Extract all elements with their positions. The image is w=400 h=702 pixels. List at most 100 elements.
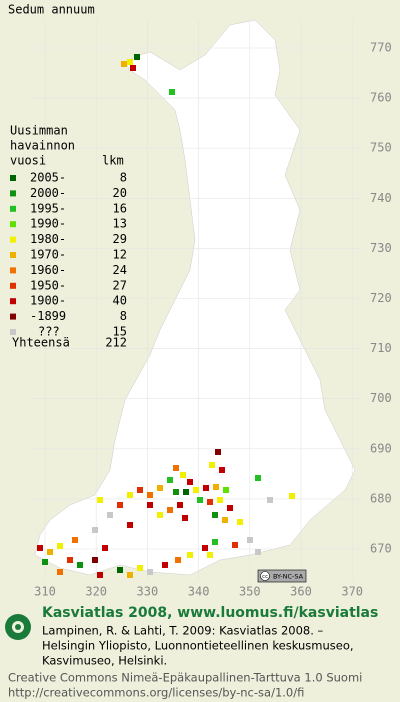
- citation-line: Lampinen, R. & Lahti, T. 2009: Kasviatla…: [42, 624, 324, 638]
- record-square: [187, 479, 193, 485]
- record-square: [130, 65, 136, 71]
- y-tick-label: 750: [370, 141, 392, 155]
- x-tick-label: 310: [34, 585, 56, 599]
- record-square: [209, 462, 215, 468]
- record-square: [247, 537, 253, 543]
- legend-label: -1899: [30, 309, 66, 323]
- x-tick-label: 370: [341, 585, 363, 599]
- record-square: [177, 502, 183, 508]
- y-tick-label: 730: [370, 241, 392, 255]
- legend-swatch: [10, 252, 16, 258]
- y-tick-label: 710: [370, 341, 392, 355]
- legend-count: 29: [113, 232, 127, 246]
- record-square: [92, 557, 98, 563]
- record-square: [289, 493, 295, 499]
- legend-heading: vuosi: [10, 154, 46, 168]
- record-square: [219, 467, 225, 473]
- record-square: [173, 465, 179, 471]
- y-tick-label: 720: [370, 291, 392, 305]
- record-square: [207, 552, 213, 558]
- record-square: [57, 569, 63, 575]
- record-square: [92, 527, 98, 533]
- record-square: [217, 497, 223, 503]
- x-tick-label: 330: [137, 585, 159, 599]
- legend-label: 1950-: [30, 278, 66, 292]
- y-tick-label: 700: [370, 391, 392, 405]
- license-line: Creative Commons Nimeä-Epäkaupallinen-Ta…: [8, 671, 362, 685]
- legend-swatch: [10, 236, 16, 243]
- license-badge: cc BY-NC-SA: [257, 569, 307, 583]
- record-square: [127, 59, 133, 65]
- y-tick-label: 680: [370, 491, 392, 505]
- citation-line: Kasvimuseo, Helsinki.: [42, 654, 167, 668]
- record-square: [180, 472, 186, 478]
- record-square: [232, 542, 238, 548]
- record-square: [121, 61, 127, 67]
- record-square: [102, 545, 108, 551]
- record-square: [97, 497, 103, 503]
- record-square: [147, 492, 153, 498]
- legend-count: 24: [113, 263, 127, 277]
- legend-swatch: [10, 221, 16, 228]
- legend-count: 20: [113, 186, 127, 200]
- legend-count: 15: [113, 325, 127, 339]
- legend-count: 40: [113, 294, 127, 308]
- legend-label: ???: [38, 325, 60, 339]
- record-square: [255, 549, 261, 555]
- record-square: [213, 484, 219, 490]
- legend-count: 12: [113, 248, 127, 262]
- record-square: [212, 512, 218, 518]
- finland-outline: [34, 19, 356, 576]
- record-square: [107, 512, 113, 518]
- record-square: [127, 572, 133, 578]
- record-square: [167, 507, 173, 513]
- record-square: [267, 497, 273, 503]
- record-layer: [37, 54, 295, 578]
- legend-label: 1970-: [30, 248, 66, 262]
- legend-total: 212: [105, 336, 127, 350]
- legend-label: 1960-: [30, 263, 66, 277]
- legend-count: 16: [113, 201, 127, 215]
- record-square: [203, 485, 209, 491]
- record-square: [117, 567, 123, 573]
- legend-count: 27: [113, 278, 127, 292]
- legend-count: 8: [120, 309, 127, 323]
- y-tick-label: 740: [370, 191, 392, 205]
- legend-total-label: Yhteensä: [12, 336, 70, 350]
- badge-box: [257, 569, 307, 583]
- record-square: [37, 545, 43, 551]
- record-square: [197, 497, 203, 503]
- legend-swatch: [10, 329, 16, 335]
- y-tick-label: 670: [370, 542, 392, 556]
- legend-swatch: [10, 298, 16, 305]
- legend-label: 2000-: [30, 186, 66, 200]
- legend-label: 1980-: [30, 232, 66, 246]
- legend-swatch: [10, 205, 16, 212]
- species-title: Sedum annuum: [8, 3, 95, 17]
- record-square: [42, 559, 48, 565]
- record-square: [193, 487, 199, 493]
- logo: [5, 614, 31, 640]
- legend-label: 1900-: [30, 294, 66, 308]
- legend-heading: havainnon: [10, 139, 75, 153]
- record-square: [227, 505, 233, 511]
- y-tick-label: 690: [370, 441, 392, 455]
- legend-label: 1995-: [30, 201, 66, 215]
- legend-swatch: [10, 282, 16, 289]
- legend-count: 13: [113, 217, 127, 231]
- record-square: [167, 477, 173, 483]
- logo-core: [15, 624, 21, 630]
- record-square: [187, 552, 193, 558]
- record-square: [162, 562, 168, 568]
- record-square: [147, 569, 153, 575]
- badge-cc: cc: [262, 574, 268, 580]
- record-square: [134, 54, 140, 60]
- record-square: [207, 499, 213, 505]
- map-axes: 770 760 750 740 730 720 710 700 690 680 670 310 320 3…: [34, 41, 392, 599]
- badge-circle: [260, 571, 270, 581]
- record-square: [202, 545, 208, 551]
- legend-count: 8: [120, 171, 127, 185]
- legend-swatch: [10, 190, 16, 197]
- record-square: [182, 515, 188, 521]
